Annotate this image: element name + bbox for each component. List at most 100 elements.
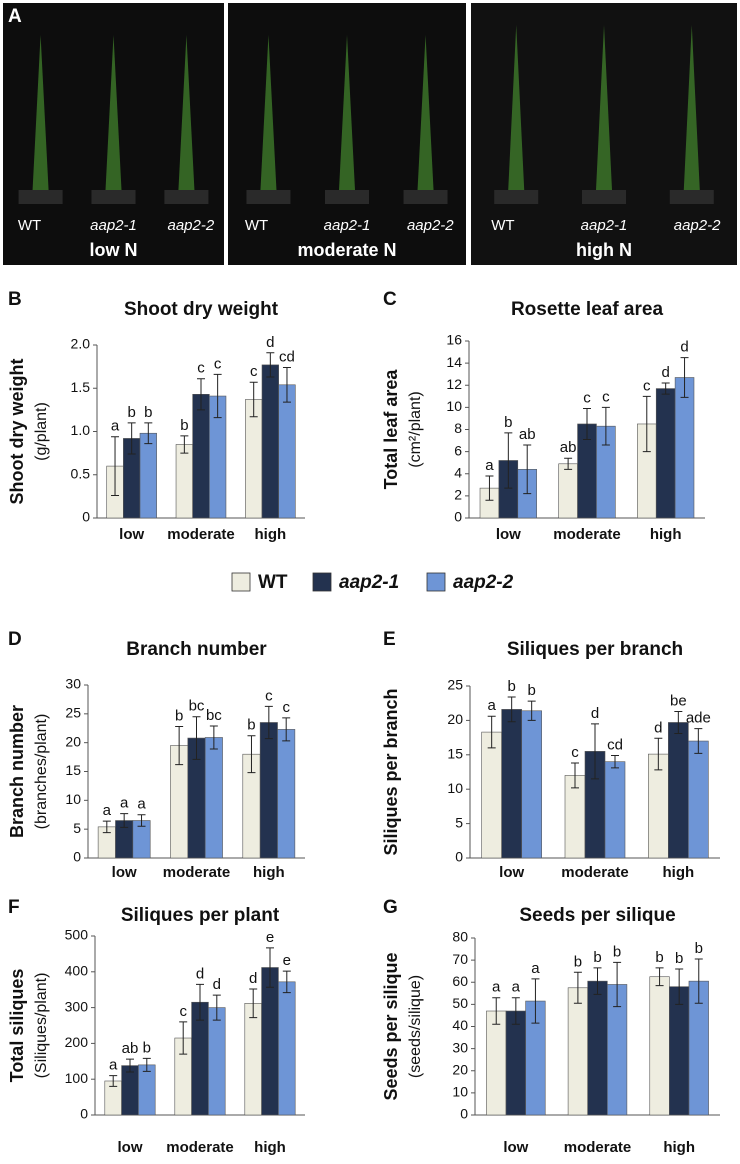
plant	[508, 25, 525, 190]
significance-letter: bc	[189, 698, 205, 715]
pot	[164, 190, 209, 204]
bar	[204, 737, 223, 859]
legend-swatch	[426, 572, 446, 592]
y-tick-label: 80	[452, 929, 468, 945]
error-bar	[613, 961, 622, 1008]
x-tick-label: high	[253, 864, 285, 881]
bar	[567, 987, 588, 1116]
error-bar	[611, 754, 619, 769]
x-tick-label: high	[663, 864, 695, 881]
significance-letter: e	[266, 929, 274, 946]
chart-title: Branch number	[126, 639, 267, 660]
y-axis-unit: (branches/plant)	[33, 714, 50, 830]
legend-label: aap2-2	[453, 572, 514, 593]
bar	[481, 731, 502, 859]
y-tick-label: 30	[452, 1039, 468, 1055]
y-tick-label: 10	[446, 398, 462, 414]
genotype-label: aap2-2	[167, 217, 214, 234]
significance-letter: be	[670, 692, 687, 709]
error-bar	[601, 406, 610, 446]
bar	[674, 377, 695, 519]
bar	[259, 722, 278, 859]
significance-letter: b	[527, 682, 535, 699]
significance-letter: ab	[519, 426, 536, 443]
bar	[655, 388, 676, 519]
significance-letter: b	[675, 950, 683, 967]
x-tick-label: high	[255, 526, 287, 543]
panel-label: B	[8, 289, 22, 310]
y-tick-label: 40	[452, 1017, 468, 1033]
bar	[139, 432, 157, 519]
y-tick-label: 2	[454, 487, 462, 503]
y-axis-unit: (seeds/silique)	[407, 975, 424, 1078]
significance-letter: b	[593, 949, 601, 966]
bar	[558, 463, 578, 519]
error-bar	[583, 407, 591, 440]
error-bar	[192, 716, 201, 760]
y-tick-label: 0	[454, 509, 462, 525]
x-tick-label: low	[496, 526, 521, 543]
plant	[683, 25, 700, 190]
significance-letter: d	[661, 364, 669, 381]
error-bar	[654, 737, 663, 771]
bar	[138, 1064, 156, 1116]
pot	[582, 190, 626, 204]
genotype-label: aap2-1	[90, 217, 137, 234]
chart-title: Rosette leaf area	[511, 299, 664, 320]
bar	[587, 980, 608, 1116]
y-tick-label: 50	[452, 995, 468, 1011]
genotype-label: WT	[18, 217, 41, 234]
y-axis-label: Total siliques	[7, 969, 27, 1083]
condition-label: low N	[90, 240, 138, 260]
bar	[669, 986, 690, 1116]
y-tick-label: 25	[65, 705, 81, 721]
significance-letter: a	[120, 795, 129, 812]
y-tick-label: 70	[452, 951, 468, 967]
y-tick-label: 200	[65, 1034, 89, 1050]
significance-letter: a	[531, 960, 540, 977]
genotype-label: WT	[491, 217, 514, 234]
error-bar	[196, 983, 204, 1021]
panel-label: F	[8, 897, 20, 918]
significance-letter: ab	[560, 439, 577, 456]
error-bar	[492, 997, 501, 1025]
y-tick-label: 60	[452, 973, 468, 989]
y-tick-label: 20	[447, 711, 463, 727]
error-bar	[504, 432, 513, 489]
significance-letter: a	[111, 418, 120, 435]
x-tick-label: moderate	[553, 526, 621, 543]
significance-letter: c	[179, 1003, 187, 1020]
y-tick-label: 0	[460, 1106, 468, 1122]
y-tick-label: 100	[65, 1070, 89, 1086]
plant	[105, 35, 122, 190]
panel-label: A	[8, 6, 22, 27]
significance-letter: c	[265, 687, 273, 704]
error-bar	[213, 373, 222, 419]
error-bar	[249, 381, 258, 418]
y-tick-label: 12	[446, 376, 462, 392]
panel-label: D	[8, 629, 22, 650]
plant	[596, 25, 612, 190]
significance-letter: ab	[122, 1040, 139, 1057]
y-tick-label: 15	[447, 746, 463, 762]
x-tick-label: high	[663, 1139, 695, 1156]
x-tick-label: high	[254, 1139, 286, 1156]
error-bar	[680, 357, 689, 398]
y-tick-label: 20	[65, 733, 81, 749]
chart-title: Shoot dry weight	[124, 299, 279, 320]
y-tick-label: 300	[65, 998, 89, 1014]
error-bar	[485, 475, 494, 501]
error-bar	[111, 436, 120, 497]
y-tick-label: 500	[65, 927, 89, 943]
pot	[91, 190, 136, 204]
significance-letter: c	[214, 355, 222, 372]
significance-letter: d	[591, 705, 599, 722]
significance-letter: a	[103, 802, 112, 819]
significance-letter: b	[175, 707, 183, 724]
error-bar	[523, 444, 532, 495]
y-tick-label: 0	[80, 1106, 88, 1122]
condition-label: high N	[576, 240, 632, 260]
y-tick-label: 5	[73, 820, 81, 836]
error-bar	[642, 395, 651, 453]
error-bar	[527, 700, 536, 721]
